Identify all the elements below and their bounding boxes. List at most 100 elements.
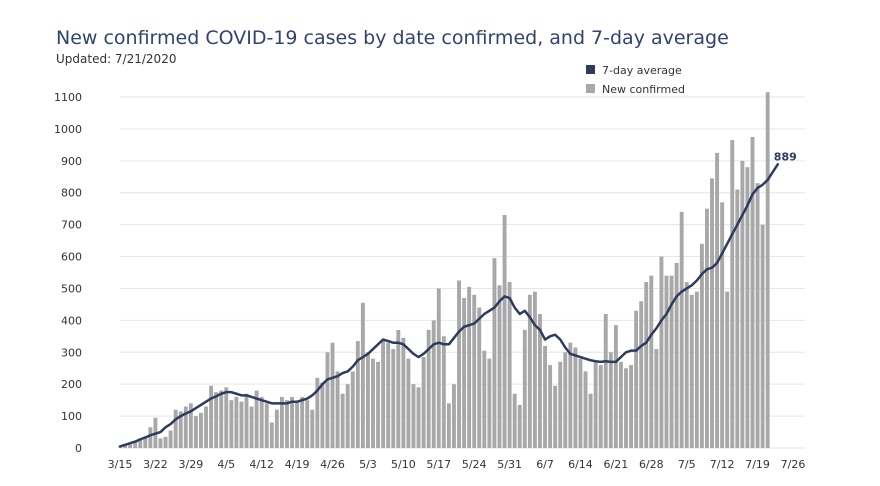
bar [264,403,269,448]
line-series: 889 [118,150,797,448]
x-tick-label: 5/17 [426,458,451,471]
bar [188,403,193,448]
bar [310,409,315,448]
bar [446,403,451,448]
bar [715,152,720,448]
bar [350,371,355,448]
legend-line-swatch [586,65,595,74]
bar [239,401,244,448]
bar [553,385,558,448]
bar [659,256,664,448]
bar [168,430,173,448]
bar [760,224,765,448]
y-tick-label: 0 [75,442,82,455]
x-tick-label: 4/26 [320,458,345,471]
x-tick-label: 4/5 [217,458,235,471]
bar [274,409,279,448]
bar [173,409,178,448]
y-tick-label: 400 [61,314,82,327]
bar [452,384,456,448]
bar [629,365,634,448]
chart-subtitle: Updated: 7/21/2020 [56,52,177,66]
bar [689,294,694,448]
bar [618,361,623,448]
legend: 7-day average New confirmed [586,64,685,96]
bar [745,167,750,448]
bar [143,436,148,448]
bar [578,358,583,448]
bar [133,441,138,448]
bar [462,298,467,448]
y-tick-label: 900 [61,155,82,168]
bar [507,282,512,448]
bar [128,443,133,448]
bar [624,368,628,448]
bar [649,275,654,448]
x-axis: 3/15 3/22 3/29 4/5 4/12 4/19 4/26 5/3 5/10 5/17 5/… [108,458,806,471]
bar [118,447,122,448]
bar [219,390,224,448]
average-line [118,163,780,448]
x-tick-label: 4/12 [249,458,274,471]
bar [300,396,305,448]
bar [613,325,618,448]
bar [674,262,679,448]
bar [365,352,370,448]
bar [522,329,527,448]
y-tick-label: 1100 [54,91,82,104]
bar [214,392,219,448]
x-tick-label: 6/7 [536,458,554,471]
bar [209,385,214,448]
bar [684,282,689,448]
y-tick-label: 600 [61,251,82,264]
bar [426,329,431,448]
bar [583,371,588,448]
bar [487,358,492,448]
bar [315,377,320,448]
bar [532,291,537,448]
bar [376,361,381,448]
bar [598,365,603,448]
bar [477,307,482,448]
bar [699,243,704,448]
bar [705,208,709,448]
chart-title: New confirmed COVID-19 cases by date con… [56,27,729,49]
bar [467,286,472,448]
bar-series [118,92,770,449]
bar [421,357,426,448]
bar [138,438,143,448]
bar [472,294,477,448]
legend-label: New confirmed [602,83,685,96]
x-tick-label: 7/12 [710,458,735,471]
bar [325,352,330,448]
bar [249,406,254,448]
bar [497,285,502,448]
bar [416,387,421,448]
bar [457,280,461,448]
bar [401,337,406,448]
bar [360,302,365,448]
bar [158,438,163,448]
legend-bar-swatch [586,84,595,93]
y-tick-label: 200 [61,378,82,391]
bar [178,411,183,448]
bar [527,294,532,448]
x-tick-label: 6/14 [568,458,593,471]
bar [436,288,441,448]
bar [396,329,401,448]
bar [335,371,340,448]
x-tick-label: 5/31 [497,458,522,471]
x-tick-label: 6/28 [639,458,664,471]
bar [694,291,699,448]
bar [603,313,608,448]
bar [441,336,446,448]
bar [543,345,547,448]
bar [391,349,396,448]
bar [563,352,568,448]
bar [406,358,411,448]
bar [740,160,745,448]
x-tick-label: 5/24 [462,458,487,471]
bar [340,393,345,448]
bar [725,291,730,448]
